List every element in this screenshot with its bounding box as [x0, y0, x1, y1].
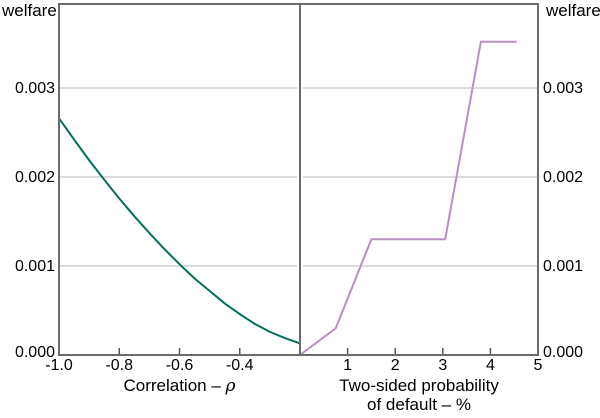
y-axis-title-left: welfare — [2, 1, 57, 20]
x-tick-label: -0.8 — [105, 357, 134, 374]
y-tick-label-left: 0.003 — [14, 80, 55, 97]
y-tick-label-right: 0.003 — [543, 80, 584, 97]
y-axis-title-right: welfare — [546, 1, 600, 20]
y-tick-label-left: 0.000 — [14, 344, 55, 361]
x-tick-label: -1.0 — [45, 357, 73, 374]
y-tick-label-right: 0.002 — [543, 169, 584, 186]
y-tick-label-left: 0.001 — [14, 258, 55, 275]
y-tick-label-right: 0.000 — [543, 344, 584, 361]
x-tick-label: 1 — [343, 357, 353, 374]
x-axis-title-line: of default – % — [299, 395, 539, 414]
welfare-vs-default-probability-line — [299, 40, 517, 356]
x-tick-label: -0.4 — [225, 357, 254, 374]
x-axis-title-line: Two-sided probability — [299, 376, 539, 395]
x-axis-title: Two-sided probability of default – % — [299, 376, 539, 414]
x-axis-title-text: Two-sided probability — [339, 376, 499, 395]
x-axis-title: Correlation – ρ — [60, 376, 300, 396]
x-axis-title-line: Correlation – ρ — [60, 376, 300, 396]
y-tick-label-right: 0.001 — [543, 258, 584, 275]
y-tick-label-left: 0.002 — [14, 169, 55, 186]
axis-box — [58, 3, 539, 356]
x-tick-label: 4 — [485, 357, 495, 374]
welfare-vs-correlation-line — [58, 117, 301, 345]
x-tick-label: 5 — [533, 357, 543, 374]
greek-rho-symbol: ρ — [225, 376, 236, 396]
x-axis-title-text: Correlation – — [123, 376, 226, 395]
x-axis-title-text: of default – % — [367, 395, 471, 414]
x-tick-label: 3 — [438, 357, 448, 374]
x-tick-label: -0.6 — [165, 357, 194, 374]
x-tick-label: 2 — [390, 357, 400, 374]
